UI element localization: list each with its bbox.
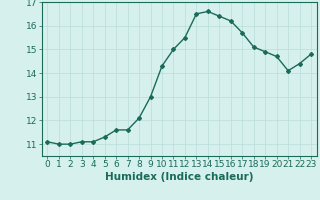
X-axis label: Humidex (Indice chaleur): Humidex (Indice chaleur)	[105, 172, 253, 182]
